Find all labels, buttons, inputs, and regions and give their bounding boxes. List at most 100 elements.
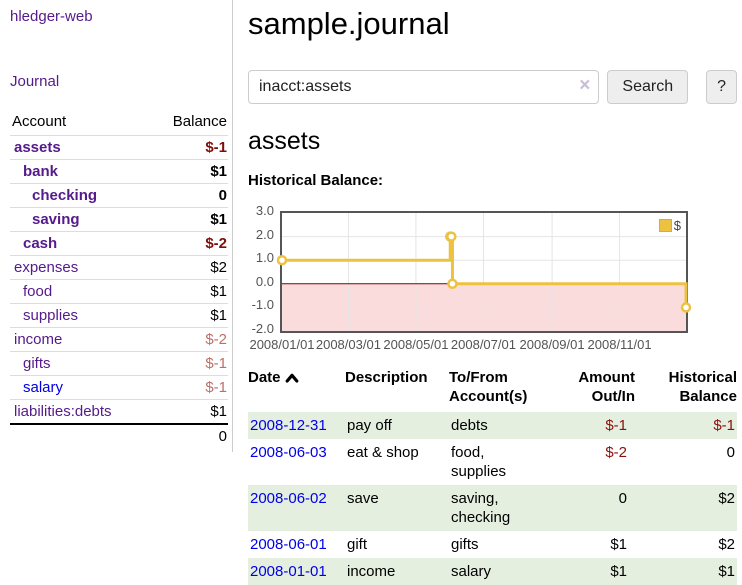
page-title: sample.journal xyxy=(248,6,450,41)
y-axis-tick-label: 1.0 xyxy=(255,250,274,266)
search-input[interactable] xyxy=(248,70,600,104)
account-balance: $-2 xyxy=(119,327,228,352)
y-axis-tick-label: -2.0 xyxy=(251,321,274,336)
transaction-row: 2008-06-01 gift gifts $1 $2 xyxy=(248,531,737,558)
help-button[interactable]: ? xyxy=(706,70,737,104)
account-balance: $1 xyxy=(119,399,228,424)
account-balance: $1 xyxy=(119,279,228,304)
transaction-amount: $-2 xyxy=(605,444,627,461)
transaction-row: 2008-12-31 pay off debts $-1 $-1 xyxy=(248,412,737,439)
account-link[interactable]: gifts xyxy=(23,355,51,372)
account-balance: $-2 xyxy=(119,231,228,256)
account-row: assets $-1 xyxy=(10,135,228,160)
account-balance: $-1 xyxy=(119,375,228,400)
transaction-date-link[interactable]: 2008-06-02 xyxy=(250,490,327,507)
transaction-date-link[interactable]: 2008-06-03 xyxy=(250,444,327,461)
transaction-balance: $-1 xyxy=(713,417,735,434)
account-link[interactable]: saving xyxy=(32,211,80,228)
y-axis-tick-label: 0.0 xyxy=(255,273,274,289)
account-balance: $1 xyxy=(119,159,228,184)
x-axis-tick-label: 2008/09/01 xyxy=(519,337,585,352)
account-link[interactable]: liabilities:debts xyxy=(14,403,112,420)
search-form: × Search ? xyxy=(248,70,737,104)
account-link[interactable]: cash xyxy=(23,235,58,252)
account-balance: $1 xyxy=(119,207,228,232)
account-link[interactable]: assets xyxy=(14,139,61,156)
transactions-table: Date Description To/From Account(s) Amou… xyxy=(248,366,737,585)
transaction-accounts: gifts xyxy=(451,536,479,553)
account-link[interactable]: supplies xyxy=(23,307,79,324)
transactions-header-accounts: To/From Account(s) xyxy=(449,369,528,405)
account-link[interactable]: income xyxy=(14,331,63,348)
transaction-accounts: debts xyxy=(451,417,488,434)
transactions-header-amount: Amount Out/In xyxy=(578,369,635,405)
x-axis-tick-label: 2008/03/01 xyxy=(315,337,381,352)
account-row: food $1 xyxy=(10,279,228,304)
legend-label: $ xyxy=(673,218,681,233)
transaction-balance: 0 xyxy=(726,444,735,461)
account-row: salary $-1 xyxy=(10,375,228,400)
accounts-total-value: 0 xyxy=(119,423,228,448)
transactions-header-balance: Historical Balance xyxy=(668,369,737,405)
transaction-row: 2008-06-03 eat & shop food, supplies $-2… xyxy=(248,439,737,485)
transaction-date-link[interactable]: 2008-01-01 xyxy=(250,563,327,580)
transaction-row: 2008-06-02 save saving, checking 0 $2 xyxy=(248,485,737,531)
account-balance: $2 xyxy=(119,255,228,280)
account-balance: $-1 xyxy=(119,351,228,376)
y-axis-tick-label: 2.0 xyxy=(255,226,274,242)
account-row: checking 0 xyxy=(10,183,228,208)
accounts-header-account: Account xyxy=(12,113,67,130)
account-balance: 0 xyxy=(119,183,228,208)
account-row: gifts $-1 xyxy=(10,351,228,376)
search-button[interactable]: Search xyxy=(607,70,689,104)
transaction-amount: $-1 xyxy=(605,417,627,434)
transaction-description: eat & shop xyxy=(347,444,419,461)
account-link[interactable]: food xyxy=(23,283,53,300)
accounts-total-row: 0 xyxy=(10,423,228,448)
chart-plot-area: $ xyxy=(276,211,692,333)
app-title-link[interactable]: hledger-web xyxy=(10,8,93,25)
transaction-date-link[interactable]: 2008-06-01 xyxy=(250,536,327,553)
account-row: bank $1 xyxy=(10,159,228,184)
transaction-amount: 0 xyxy=(618,490,627,507)
y-axis-tick-label: -1.0 xyxy=(251,297,274,313)
account-row: supplies $1 xyxy=(10,303,228,328)
account-balance: $-1 xyxy=(119,135,228,160)
transaction-balance: $1 xyxy=(718,563,735,580)
transaction-description: pay off xyxy=(347,417,392,434)
account-row: saving $1 xyxy=(10,207,228,232)
transaction-balance: $2 xyxy=(718,490,735,507)
chart-legend: $ xyxy=(658,218,681,233)
accounts-table: Account Balance assets $-1 bank $1 check… xyxy=(10,110,228,448)
transaction-row: 2008-01-01 income salary $1 $1 xyxy=(248,558,737,585)
x-axis-tick-label: 2008/05/01 xyxy=(383,337,449,352)
transactions-header-description: Description xyxy=(345,369,428,386)
x-axis-tick-label: 2008/11/01 xyxy=(587,337,652,352)
legend-swatch-icon xyxy=(658,219,672,232)
account-row: income $-2 xyxy=(10,327,228,352)
account-row: expenses $2 xyxy=(10,255,228,280)
transaction-balance: $2 xyxy=(718,536,735,553)
account-link[interactable]: bank xyxy=(23,163,59,180)
transactions-header-date[interactable]: Date xyxy=(248,366,345,412)
account-link[interactable]: salary xyxy=(23,379,64,396)
x-axis-tick-label: 2008/07/01 xyxy=(450,337,516,352)
x-axis-tick-label: 2008/01/01 xyxy=(249,337,315,352)
transaction-accounts: food, supplies xyxy=(451,444,507,480)
account-row: cash $-2 xyxy=(10,231,228,256)
transaction-date-link[interactable]: 2008-12-31 xyxy=(250,417,327,434)
transaction-description: save xyxy=(347,490,379,507)
sidebar: hledger-web Journal Account Balance asse… xyxy=(0,0,233,452)
transaction-description: gift xyxy=(347,536,368,553)
transaction-accounts: saving, checking xyxy=(451,490,511,526)
accounts-header-balance: Balance xyxy=(172,113,227,130)
y-axis-tick-label: 3.0 xyxy=(255,203,274,218)
chart-title: Historical Balance: xyxy=(248,172,384,189)
account-link[interactable]: expenses xyxy=(14,259,79,276)
clear-search-icon[interactable]: × xyxy=(579,75,591,96)
account-link[interactable]: checking xyxy=(32,187,98,204)
transaction-accounts: salary xyxy=(451,563,492,580)
sidebar-item-journal[interactable]: Journal xyxy=(10,73,60,90)
account-heading: assets xyxy=(248,127,321,155)
historical-balance-chart: 3.0 2.0 1.0 0.0 -1.0 -2.0 2008/01/01 2008/03/01… xyxy=(248,203,692,353)
